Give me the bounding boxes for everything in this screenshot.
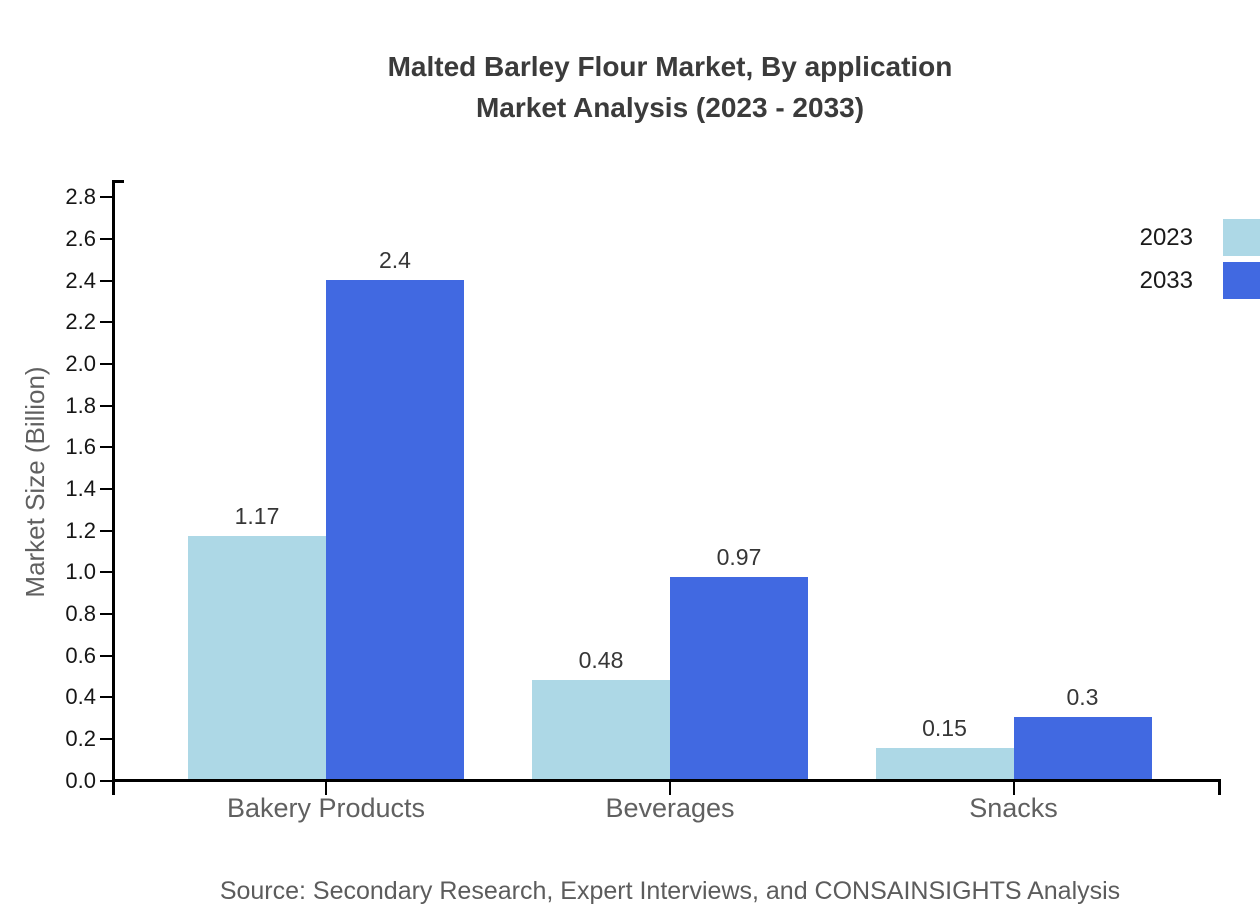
legend-swatch-2033 [1223, 262, 1260, 299]
x-tick [325, 782, 327, 795]
y-tick [100, 571, 112, 574]
y-tick-label: 1.2 [65, 517, 96, 543]
y-tick [100, 196, 112, 199]
x-axis-end-cap [1218, 779, 1221, 795]
y-tick [100, 779, 112, 782]
legend-label-2023: 2023 [1139, 223, 1193, 251]
legend-label-2033: 2033 [1139, 266, 1193, 294]
y-tick [100, 404, 112, 407]
y-tick [100, 238, 112, 241]
y-axis-line [112, 180, 115, 795]
bar-value-label: 2.4 [379, 246, 411, 273]
x-tick [669, 782, 671, 795]
y-tick [100, 529, 112, 532]
legend-item-2023: 2023 [1140, 219, 1260, 256]
y-tick [100, 737, 112, 740]
source-note: Source: Secondary Research, Expert Inter… [219, 877, 1121, 905]
y-tick-label: 1.0 [65, 559, 96, 585]
y-tick [100, 279, 112, 282]
y-tick-label: 0.8 [65, 600, 96, 626]
category-label-Bakery Products: Bakery Products [226, 793, 426, 823]
y-tick-label: 2.6 [65, 226, 96, 252]
bar-2023-Snacks [875, 748, 1014, 780]
bar-2023-Bakery Products [188, 535, 326, 780]
y-tick [100, 446, 112, 449]
y-axis-top-cap [112, 180, 124, 183]
bar-value-label: 1.17 [234, 502, 280, 529]
y-tick-label: 2.4 [65, 267, 96, 293]
chart-title-line-1: Malted Barley Flour Market, By applicati… [387, 51, 953, 82]
y-tick-label: 2.8 [65, 184, 96, 210]
y-tick [100, 612, 112, 615]
y-tick [100, 321, 112, 324]
y-tick-label: 0.6 [65, 642, 96, 668]
bar-2023-Beverages [532, 679, 670, 780]
x-axis-line [112, 779, 1221, 782]
x-tick [1012, 782, 1015, 795]
y-tick-label: 2.2 [65, 309, 96, 335]
y-tick-label: 0.2 [65, 725, 96, 751]
bar-2033-Beverages [670, 577, 808, 780]
bar-value-label: 0.48 [578, 646, 624, 673]
legend: 2023 2033 [1140, 219, 1260, 305]
category-label-Snacks: Snacks [969, 793, 1058, 823]
legend-swatch-2023 [1223, 219, 1260, 256]
bar-2033-Snacks [1013, 717, 1152, 780]
bar-value-label: 0.97 [716, 544, 762, 571]
chart-title-line-2: Market Analysis (2023 - 2033) [475, 92, 865, 123]
y-tick-label: 0.4 [65, 684, 96, 710]
category-label-Beverages: Beverages [605, 793, 735, 823]
y-tick-label: 1.8 [65, 392, 96, 418]
y-tick [100, 654, 112, 657]
legend-item-2033: 2033 [1140, 262, 1260, 299]
y-tick [100, 363, 112, 365]
bar-value-label: 0.3 [1066, 684, 1099, 711]
y-tick-label: 1.6 [65, 434, 96, 460]
y-tick [100, 696, 112, 699]
bar-value-label: 0.15 [922, 715, 967, 742]
y-tick-label: 1.4 [65, 475, 96, 501]
y-axis-title: Market Size (Billion) [20, 366, 50, 598]
chart-title: Malted Barley Flour Market, By applicati… [80, 46, 1260, 128]
y-tick-label: 2.0 [65, 351, 96, 376]
y-tick [100, 487, 112, 490]
y-tick-label: 0.0 [65, 767, 96, 793]
bar-2033-Bakery Products [326, 279, 464, 780]
